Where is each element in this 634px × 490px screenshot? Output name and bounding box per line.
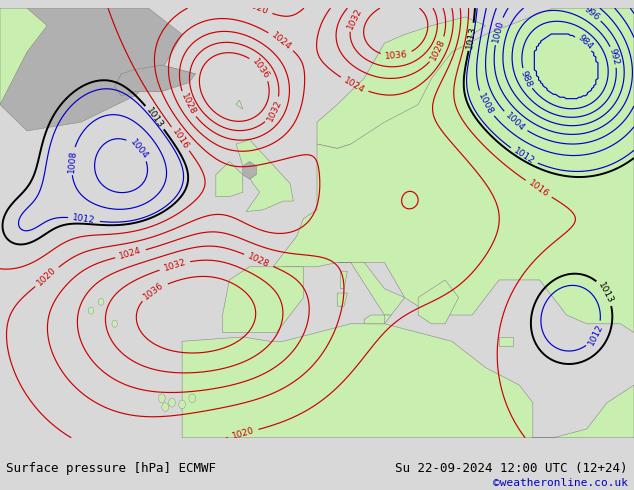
Polygon shape: [236, 140, 294, 212]
Text: 1013: 1013: [597, 280, 616, 305]
Polygon shape: [236, 100, 243, 109]
Text: 1013: 1013: [145, 105, 165, 129]
Circle shape: [158, 394, 165, 403]
Text: 1036: 1036: [385, 50, 408, 61]
Polygon shape: [337, 263, 404, 315]
Text: 1008: 1008: [476, 92, 495, 116]
Text: 992: 992: [607, 48, 621, 66]
Polygon shape: [317, 17, 486, 157]
Polygon shape: [0, 8, 182, 131]
Text: 1000: 1000: [491, 19, 505, 44]
Polygon shape: [337, 293, 347, 306]
Text: 996: 996: [582, 4, 601, 23]
Circle shape: [189, 394, 196, 403]
Text: Surface pressure [hPa] ECMWF: Surface pressure [hPa] ECMWF: [6, 462, 216, 475]
Text: 1024: 1024: [342, 75, 366, 95]
Text: 984: 984: [576, 33, 595, 52]
Polygon shape: [384, 96, 486, 157]
Text: Su 22-09-2024 12:00 UTC (12+24): Su 22-09-2024 12:00 UTC (12+24): [395, 462, 628, 475]
Polygon shape: [0, 8, 47, 104]
Text: 1024: 1024: [269, 30, 293, 52]
Text: 1024: 1024: [119, 246, 143, 261]
Text: 1012: 1012: [512, 146, 536, 166]
Text: 1012: 1012: [72, 213, 96, 225]
Text: 1013: 1013: [465, 25, 477, 49]
Circle shape: [169, 398, 176, 407]
Text: 1032: 1032: [346, 6, 363, 30]
Text: 1028: 1028: [429, 38, 448, 62]
Polygon shape: [115, 65, 196, 96]
Circle shape: [88, 307, 94, 314]
Text: 1020: 1020: [245, 0, 269, 17]
Text: 1032: 1032: [265, 98, 283, 122]
Text: 1032: 1032: [162, 258, 187, 273]
Circle shape: [162, 403, 169, 412]
Polygon shape: [223, 267, 304, 333]
Polygon shape: [216, 162, 243, 196]
Polygon shape: [115, 65, 196, 96]
Text: 1020: 1020: [231, 426, 256, 441]
Polygon shape: [243, 162, 256, 179]
Text: 988: 988: [519, 69, 534, 88]
Polygon shape: [364, 315, 391, 324]
Text: 1016: 1016: [171, 127, 190, 151]
Circle shape: [112, 320, 117, 327]
Polygon shape: [340, 271, 347, 289]
Text: 1020: 1020: [36, 266, 58, 288]
Text: 1008: 1008: [67, 149, 77, 173]
Text: 1028: 1028: [179, 92, 197, 117]
Polygon shape: [182, 324, 634, 438]
Circle shape: [179, 400, 186, 409]
Text: 1016: 1016: [527, 178, 550, 199]
Polygon shape: [364, 315, 384, 324]
Polygon shape: [270, 8, 634, 333]
Text: 1012: 1012: [586, 322, 605, 346]
Text: 1028: 1028: [247, 251, 271, 270]
Polygon shape: [499, 337, 513, 346]
Polygon shape: [418, 280, 458, 324]
Text: 1004: 1004: [503, 111, 526, 133]
Text: 1036: 1036: [142, 281, 166, 302]
Text: 1004: 1004: [128, 137, 150, 161]
Text: 1036: 1036: [250, 56, 271, 80]
Text: ©weatheronline.co.uk: ©weatheronline.co.uk: [493, 478, 628, 488]
Circle shape: [98, 298, 104, 305]
